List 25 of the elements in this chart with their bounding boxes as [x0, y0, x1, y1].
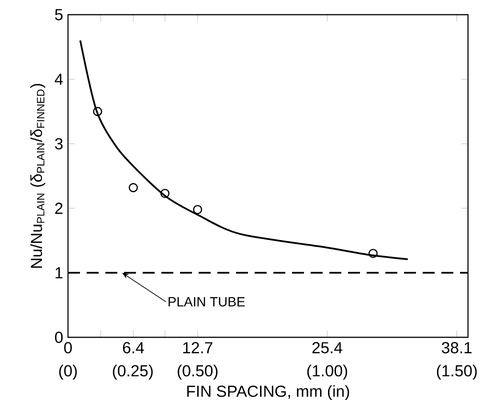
point [92, 106, 102, 116]
ref-line-label: PLAIN TUBE [168, 297, 245, 306]
x2-tick-label: (0) [59, 364, 77, 380]
x-axis-title: FIN SPACING, mm (in) [187, 385, 350, 400]
point [368, 248, 378, 258]
point [128, 183, 138, 192]
x-tick-label: 38.1 [442, 342, 472, 354]
line-series [79, 40, 409, 260]
y-tick-label: 5 [55, 9, 63, 20]
x2-tick-label: (0.25) [112, 364, 153, 380]
y-tick-label: 4 [54, 74, 63, 85]
x2-tick-label: (1.50) [436, 364, 477, 380]
y-tick-label: 3 [55, 138, 63, 150]
y-axis-title: Nu/Nu$_{PLAIN}$ (δ$_{PLAIN}$/δ$_{FINNED}$) [30, 84, 46, 268]
point [192, 204, 202, 214]
x-tick-label: 12.7 [183, 342, 212, 354]
x-tick-label: 6.4 [123, 342, 144, 354]
y-tick-label: 1 [56, 267, 63, 278]
y-tick-label: 2 [55, 202, 62, 214]
x2-tick-label: (1.00) [307, 364, 348, 380]
x2-tick-label: (0.50) [178, 364, 218, 380]
point [160, 188, 170, 198]
x-tick-label: 25.4 [312, 342, 342, 354]
y-tick-label: 0 [55, 332, 63, 343]
x-tick-label: 0 [64, 342, 72, 354]
